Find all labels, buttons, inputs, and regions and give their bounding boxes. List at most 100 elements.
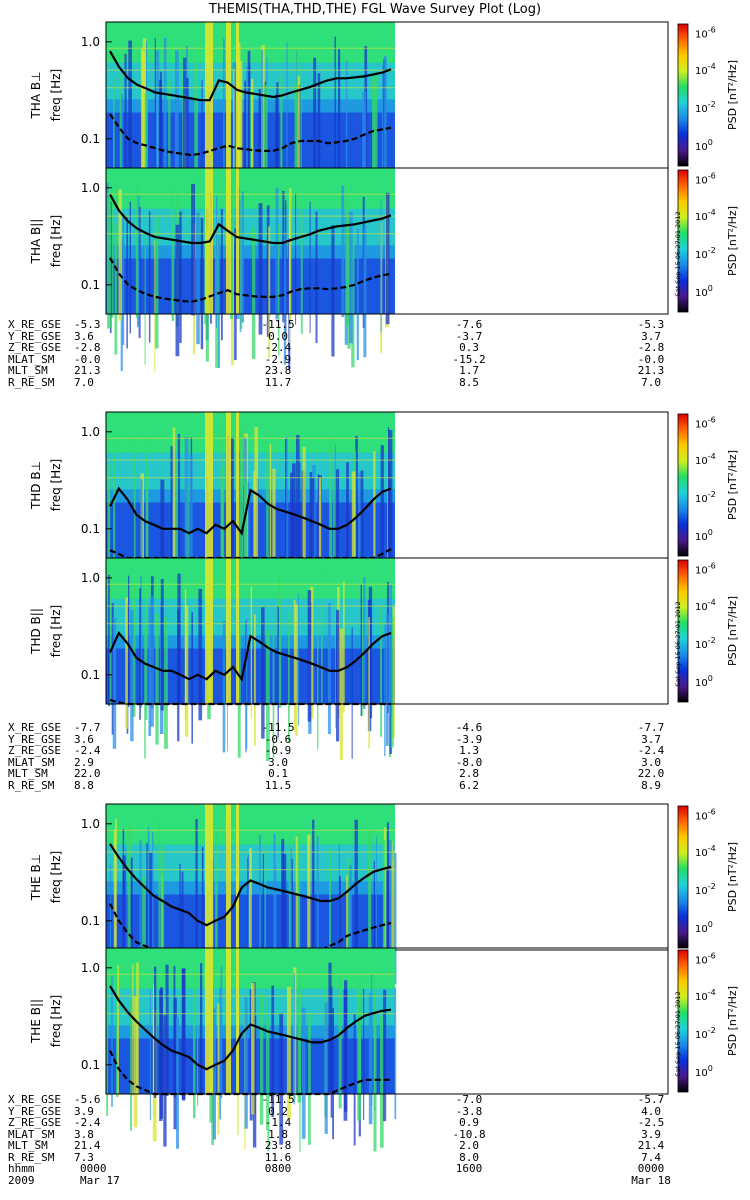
spectrogram-burst [353, 1014, 356, 1146]
ephemeris-value: 7.0 [74, 375, 94, 389]
ephemeris-value: 0.0 [268, 329, 288, 343]
ephemeris-value: 3.6 [74, 732, 94, 746]
spectrogram-burst [375, 836, 377, 969]
spectrogram-burst [296, 435, 300, 567]
spectrogram-burst [363, 577, 366, 709]
spectrogram-burst [273, 833, 276, 965]
ephemeris-label: MLT_SM [8, 1139, 48, 1152]
spectrogram-burst [345, 60, 348, 193]
colorbar-tick-label: 100 [695, 674, 713, 689]
ephemeris-value: 21.4 [637, 1139, 665, 1152]
ephemeris-value: -10.8 [452, 1127, 486, 1141]
spectrogram-burst [336, 609, 340, 742]
ytick-label: 1.0 [81, 181, 100, 195]
spectrogram-burst [226, 168, 231, 314]
colorbar-tick-label: 100 [695, 284, 713, 299]
freq-curve-0 [109, 985, 392, 1071]
freq-curve-1 [109, 257, 392, 303]
ephemeris-value: -11.5 [261, 1093, 295, 1106]
spectrogram-burst [163, 1015, 167, 1147]
spectrogram-burst [343, 581, 345, 713]
spectrogram-burst [252, 227, 256, 360]
spectrogram-burst [118, 189, 122, 321]
spectrogram-burst [362, 91, 367, 224]
ephemeris-value: -0.9 [264, 744, 292, 757]
spectrogram-burst [380, 445, 384, 577]
spectrogram-burst [129, 201, 131, 334]
spectrogram-burst [288, 838, 291, 971]
ephemeris-value: 3.8 [74, 1127, 94, 1141]
spectrogram-burst [260, 993, 264, 1125]
ephemeris-value: -2.5 [637, 1116, 665, 1129]
spectrogram-burst [308, 1013, 311, 1145]
ephemeris-value: -5.3 [74, 318, 101, 331]
spectrogram-burst [220, 966, 223, 1099]
spectrogram-burst [295, 604, 298, 736]
spectrogram-burst [177, 433, 181, 566]
spectrogram-burst [198, 588, 203, 721]
colorbar-tick-label: 10-4 [695, 452, 716, 467]
ephemeris-value: 1.3 [459, 744, 479, 757]
spectrogram-burst [148, 604, 152, 737]
spectrogram-low-band [106, 502, 395, 558]
ephemeris-value: 3.7 [641, 732, 661, 746]
spectrogram-burst [246, 617, 248, 750]
spectrogram-burst [149, 852, 153, 985]
spectrogram-burst [300, 65, 302, 197]
spectrogram-burst [222, 621, 226, 753]
colorbar-tick-label: 10-6 [695, 416, 716, 431]
freq-curve-0 [108, 630, 392, 682]
panel-frame [105, 947, 669, 1095]
ephemeris-value: -3.8 [455, 1104, 483, 1118]
spectrogram-burst [215, 829, 218, 962]
spectrogram-burst [349, 865, 352, 997]
spectrogram-burst [200, 963, 203, 1095]
spectrogram-burst [351, 471, 356, 603]
ephemeris-value: 0000 [80, 1162, 107, 1175]
spectrogram-burst [356, 228, 359, 361]
spectrogram-burst [205, 804, 213, 950]
freq-curve-0 [109, 194, 392, 245]
spectrogram-burst [138, 206, 141, 339]
ephemeris-value: 23.8 [264, 364, 292, 377]
spectrogram-burst [223, 38, 225, 170]
ytick-label: 1.0 [81, 425, 100, 439]
spectrogram-burst [146, 843, 148, 975]
spectrogram-burst [259, 835, 261, 967]
spectrogram-burst [317, 617, 319, 750]
panel-frame [105, 557, 669, 705]
panel-ylabel: THE B⊥ [29, 854, 43, 901]
colorbar [677, 559, 689, 703]
spectrogram-burst [307, 590, 312, 722]
spectrogram-burst [160, 579, 164, 711]
spectrogram-burst [321, 573, 323, 705]
ephemeris-value: 1600 [455, 1162, 483, 1175]
spectrogram-burst [165, 964, 169, 1096]
spectrogram-burst [128, 575, 130, 708]
spectrogram-burst [382, 839, 386, 972]
spectrogram-burst [341, 185, 345, 318]
spectrogram-burst [295, 836, 299, 968]
spectrogram-panel-5: 1.0 0.1 THE B|| freq [Hz] 100 10-2 10-4 10-6 PSD… [29, 947, 739, 1152]
ephemeris-value: 0800 [264, 1162, 292, 1175]
spectrogram-burst [155, 50, 160, 182]
spectrogram-burst [355, 435, 358, 568]
spectrogram-burst [240, 197, 243, 329]
ephemeris-value: 1.8 [268, 1127, 288, 1141]
spectrogram-burst [221, 426, 223, 559]
ytick-label: 1.0 [81, 571, 100, 585]
spectrogram-burst [389, 584, 392, 717]
spectrogram-burst [385, 614, 389, 746]
spectrogram-burst [155, 217, 159, 349]
spectrogram-burst [109, 573, 112, 706]
spectrogram-burst [336, 469, 340, 601]
spectrogram-burst [163, 37, 167, 170]
spectrogram-burst [130, 999, 132, 1131]
spectrogram-burst [226, 948, 231, 1094]
spectrogram-burst [113, 829, 117, 962]
spectrogram-burst [289, 848, 292, 980]
spectrogram-burst [297, 832, 301, 965]
spectrogram-burst [220, 208, 223, 341]
ephemeris-label: Y_RE_GSE [8, 732, 61, 746]
ephemeris-value: -2.8 [637, 341, 665, 354]
